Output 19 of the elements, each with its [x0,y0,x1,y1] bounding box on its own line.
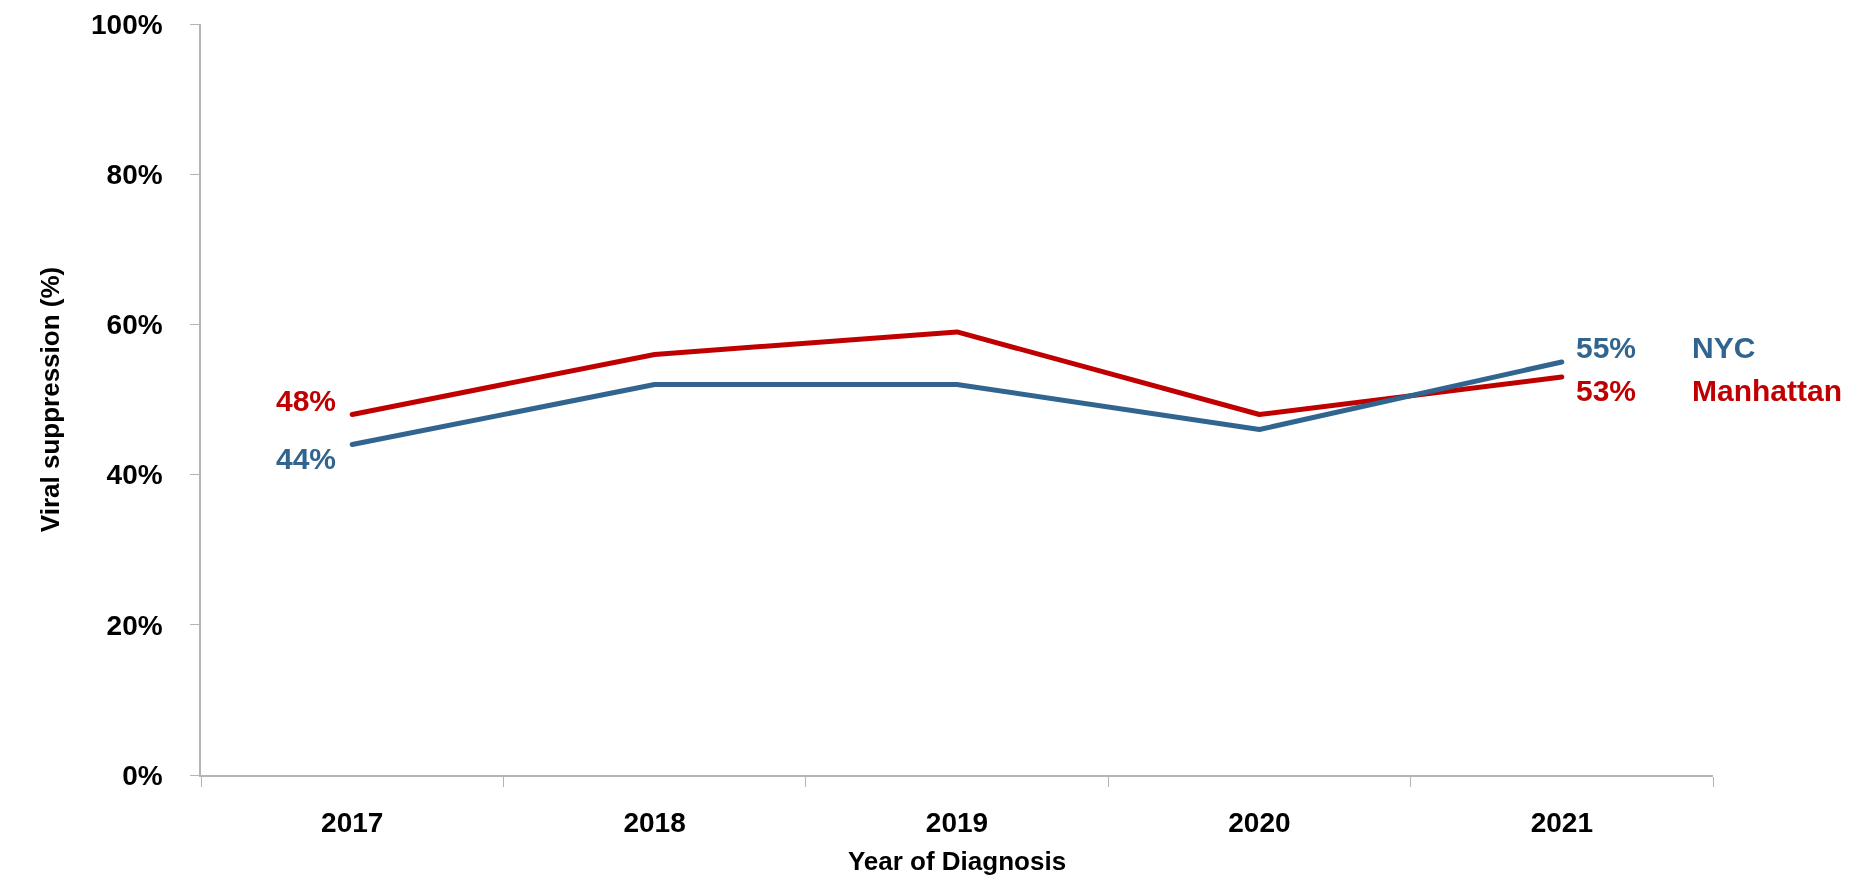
x-tick-label: 2018 [623,807,686,839]
x-tick-label: 2021 [1530,807,1593,839]
y-tick-label: 100% [91,8,163,40]
y-axis-title: Viral suppression (%) [34,266,65,533]
data-label: 44% [276,442,337,475]
text: Manhattan [1692,374,1842,407]
x-tick-label: 2019 [925,807,989,839]
x-axis-title: Year of Diagnosis [847,845,1067,876]
data-label: 53% [1576,374,1637,407]
x-tick-label: 2017 [321,807,384,839]
y-tick-label: 0% [122,759,163,791]
x-tick-label: 2020 [1228,807,1291,839]
y-tick-label: 60% [106,309,163,341]
text: NYC [1692,331,1756,364]
y-tick-label: 80% [106,159,163,190]
data-label: 55% [1576,331,1637,364]
data-label: 48% [276,384,337,417]
y-tick-label: 20% [106,609,163,641]
y-tick-label: 40% [106,459,163,491]
